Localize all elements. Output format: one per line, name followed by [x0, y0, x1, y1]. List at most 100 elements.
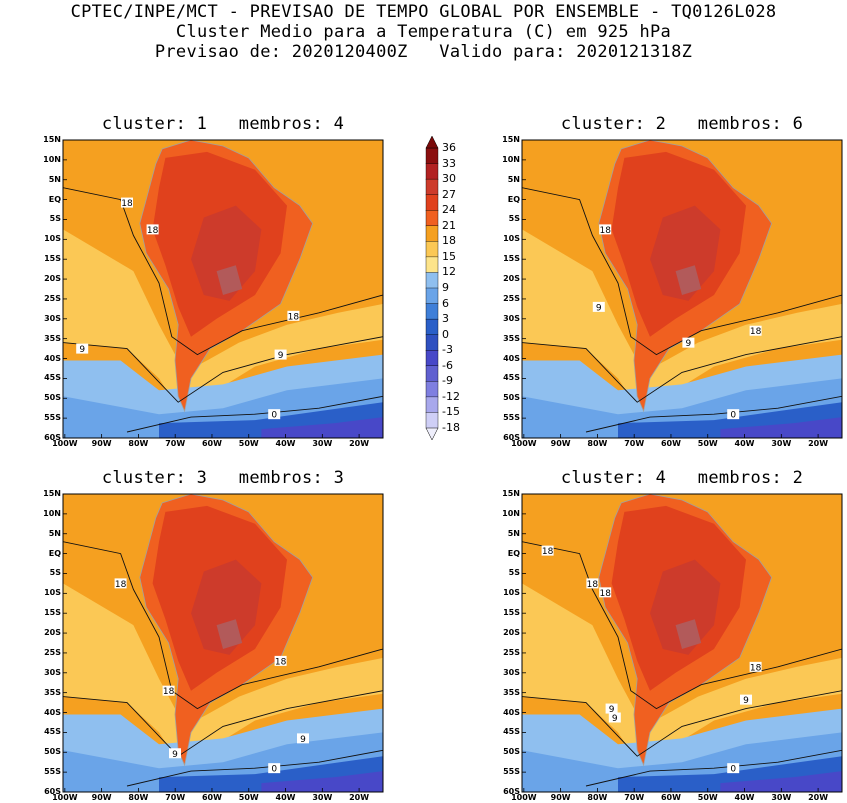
- contour-line-9: [522, 336, 842, 403]
- colorbar-swatch: [425, 318, 439, 336]
- contour-label-box: [608, 712, 621, 723]
- field-band-15: [522, 583, 842, 763]
- field-band-33: [216, 619, 243, 649]
- lon-tick-label: 60W: [660, 439, 681, 448]
- colorbar-label: -15: [442, 405, 460, 419]
- lat-tick-label: 25S: [503, 293, 520, 303]
- lat-tick-label: 55S: [44, 413, 61, 423]
- colorbar-swatch: [425, 287, 439, 305]
- lon-tick-label: 30W: [312, 439, 333, 448]
- lat-tick-label: 20S: [44, 628, 61, 638]
- contour-line-0: [126, 395, 383, 433]
- lat-tick-label: 15S: [503, 608, 520, 618]
- lon-tick-label: 60W: [660, 793, 681, 802]
- lat-tick-label: 15N: [502, 489, 520, 498]
- lat-tick-label: 55S: [503, 413, 520, 423]
- lon-tick-label: 90W: [91, 439, 112, 448]
- contour-label-box: [169, 748, 181, 759]
- colorbar-label: 15: [442, 249, 456, 263]
- colorbar-label: 21: [442, 218, 456, 232]
- colorbar-label: 12: [442, 265, 456, 279]
- contour-line-9: [63, 336, 383, 403]
- lat-tick-label: 5S: [508, 214, 520, 224]
- colorbar-swatch: [425, 412, 439, 429]
- colorbar-label: 36: [442, 141, 456, 154]
- field-band-33: [675, 619, 702, 649]
- colorbar-label: 3: [442, 312, 449, 326]
- contour-label-box: [274, 349, 287, 360]
- colorbar-label: -6: [442, 358, 453, 372]
- lon-tick-label: 40W: [734, 793, 755, 802]
- lat-tick-label: 15S: [503, 254, 520, 264]
- lat-tick-label: 40S: [503, 707, 520, 717]
- contour-label: 9: [609, 705, 615, 715]
- lat-tick-label: 15N: [43, 489, 61, 498]
- lat-tick-label: 55S: [44, 767, 61, 777]
- colorbar-swatch: [425, 163, 439, 180]
- field-band-0: [261, 417, 383, 438]
- lon-tick-label: 40W: [734, 439, 755, 448]
- lon-tick-label: 50W: [697, 439, 718, 448]
- contour-label-box: [297, 733, 309, 744]
- colorbar-swatch: [425, 178, 439, 196]
- lon-tick-label: 60W: [201, 439, 222, 448]
- contour-label: 9: [300, 735, 306, 745]
- lon-tick-label: 70W: [624, 439, 645, 448]
- map-frame: [62, 139, 384, 439]
- contour-label-box: [727, 763, 740, 774]
- contour-label-box: [114, 578, 127, 589]
- lat-tick-label: 60S: [503, 787, 520, 796]
- lon-tick-label: 90W: [91, 793, 112, 802]
- contour-label: 9: [612, 714, 618, 724]
- lat-tick-label: 10S: [503, 588, 520, 598]
- contour-label: 18: [147, 226, 159, 236]
- colorbar-label: -18: [442, 421, 460, 434]
- lat-tick-label: 5N: [507, 528, 520, 538]
- lat-tick-label: 10N: [502, 508, 520, 518]
- contour-label: 9: [278, 351, 284, 361]
- panel-title: cluster: 4 membros: 2: [560, 468, 804, 488]
- lat-tick-label: 20S: [503, 628, 520, 638]
- lon-tick-label: 90W: [550, 793, 571, 802]
- lat-tick-label: 50S: [503, 393, 520, 403]
- lat-tick-label: EQ: [507, 194, 520, 204]
- field-band-33: [216, 265, 243, 295]
- contour-line-0: [126, 749, 383, 787]
- colorbar-label: -12: [442, 389, 460, 403]
- lat-tick-label: 5N: [507, 174, 520, 184]
- coastline: [139, 140, 314, 413]
- field-band-12: [63, 354, 383, 415]
- contour-label: 9: [596, 303, 602, 313]
- lat-tick-label: 60S: [503, 433, 520, 442]
- field-band-30: [191, 205, 262, 301]
- colorbar-label: 33: [442, 156, 456, 170]
- lat-tick-label: 20S: [44, 274, 61, 284]
- lat-tick-label: 35S: [44, 333, 61, 343]
- lat-tick-label: 50S: [44, 747, 61, 757]
- lat-tick-label: 50S: [503, 747, 520, 757]
- contour-label: 9: [686, 339, 692, 349]
- contour-label: 9: [79, 345, 85, 355]
- contour-label: 0: [271, 765, 277, 775]
- field-band-0: [720, 771, 842, 792]
- lon-tick-label: 30W: [771, 793, 792, 802]
- contour-label-box: [592, 301, 605, 312]
- lat-tick-label: 50S: [44, 393, 61, 403]
- colorbar-label: -3: [442, 343, 453, 357]
- lon-tick-label: 20W: [808, 439, 829, 448]
- lat-tick-label: 10S: [503, 234, 520, 244]
- colorbar-swatch: [425, 225, 439, 242]
- colorbar-swatch: [425, 256, 439, 273]
- contour-line-9: [63, 690, 383, 757]
- lat-tick-label: 5S: [49, 214, 61, 224]
- lon-tick-label: 100W: [511, 793, 537, 802]
- lon-tick-label: 70W: [165, 793, 186, 802]
- lat-tick-label: 5N: [48, 528, 61, 538]
- lat-tick-label: 15S: [44, 254, 61, 264]
- colorbar-label: 24: [442, 203, 456, 217]
- contour-label: 18: [121, 199, 133, 209]
- lon-tick-label: 70W: [624, 793, 645, 802]
- lon-tick-label: 30W: [312, 793, 333, 802]
- lat-tick-label: 30S: [44, 667, 61, 677]
